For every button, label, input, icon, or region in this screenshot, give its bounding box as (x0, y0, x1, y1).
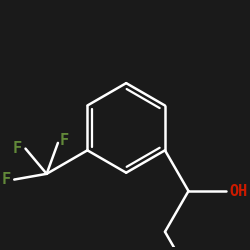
Text: OH: OH (229, 184, 247, 198)
Text: F: F (60, 134, 69, 148)
Text: F: F (12, 141, 22, 156)
Text: F: F (1, 172, 10, 187)
